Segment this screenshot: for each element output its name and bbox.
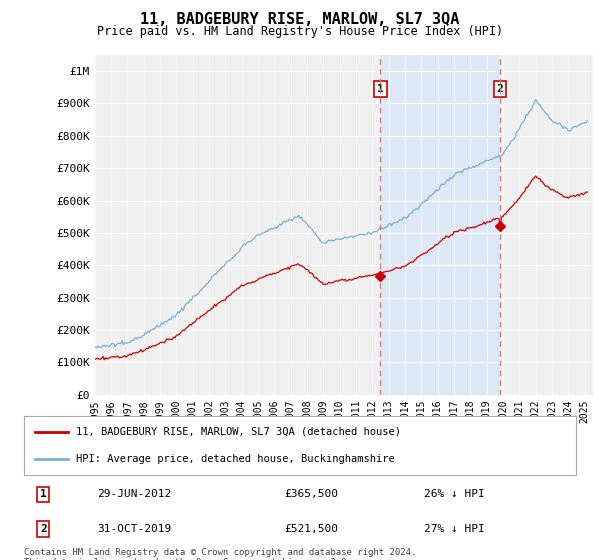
Text: 26% ↓ HPI: 26% ↓ HPI bbox=[424, 489, 485, 500]
Text: 11, BADGEBURY RISE, MARLOW, SL7 3QA: 11, BADGEBURY RISE, MARLOW, SL7 3QA bbox=[140, 12, 460, 27]
Text: £365,500: £365,500 bbox=[284, 489, 338, 500]
Text: 11, BADGEBURY RISE, MARLOW, SL7 3QA (detached house): 11, BADGEBURY RISE, MARLOW, SL7 3QA (det… bbox=[76, 427, 401, 437]
Text: 27% ↓ HPI: 27% ↓ HPI bbox=[424, 524, 485, 534]
Bar bbox=[380, 55, 500, 395]
Text: Price paid vs. HM Land Registry's House Price Index (HPI): Price paid vs. HM Land Registry's House … bbox=[97, 25, 503, 38]
Text: Contains HM Land Registry data © Crown copyright and database right 2024.
This d: Contains HM Land Registry data © Crown c… bbox=[24, 548, 416, 560]
Text: 2: 2 bbox=[40, 524, 47, 534]
Text: HPI: Average price, detached house, Buckinghamshire: HPI: Average price, detached house, Buck… bbox=[76, 454, 395, 464]
Text: 31-OCT-2019: 31-OCT-2019 bbox=[97, 524, 172, 534]
Text: 1: 1 bbox=[377, 84, 384, 94]
Text: 29-JUN-2012: 29-JUN-2012 bbox=[97, 489, 172, 500]
Text: 1: 1 bbox=[40, 489, 47, 500]
Text: £521,500: £521,500 bbox=[284, 524, 338, 534]
Text: 2: 2 bbox=[497, 84, 503, 94]
